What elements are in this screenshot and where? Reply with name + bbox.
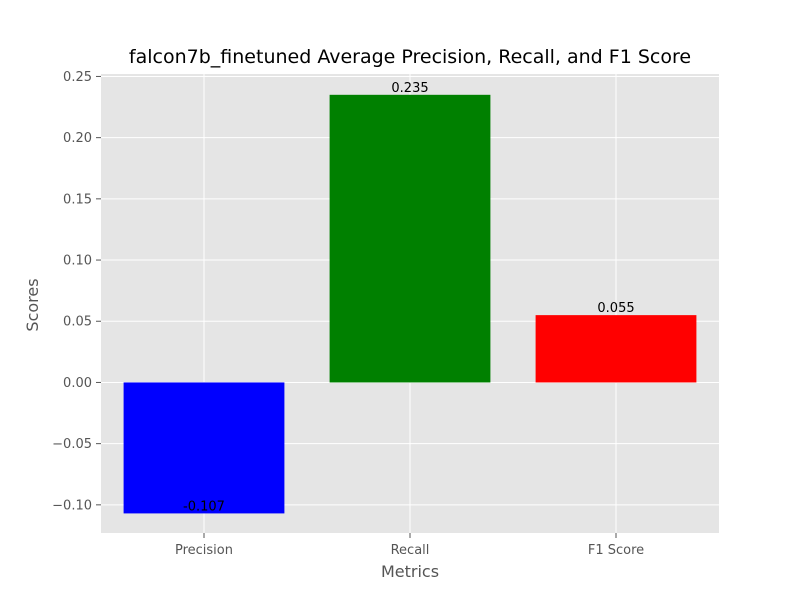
x-axis-title: Metrics <box>381 562 439 581</box>
bar-recall <box>329 94 491 383</box>
bar-precision <box>123 382 285 514</box>
data-labels: -0.107 0.235 0.055 <box>183 81 635 515</box>
y-axis-ticks: −0.10 −0.05 0.00 0.05 0.10 0.15 0.20 0.25 <box>52 70 101 513</box>
y-tick-label: 0.00 <box>63 376 92 391</box>
y-tick-label: 0.05 <box>63 315 92 330</box>
data-label: -0.107 <box>183 499 225 514</box>
y-tick-label: 0.10 <box>63 254 92 269</box>
data-label: 0.055 <box>597 301 634 316</box>
x-axis-ticks: Precision Recall F1 Score <box>175 533 644 558</box>
x-tick-label: F1 Score <box>588 543 644 558</box>
bar-f1-score <box>535 315 697 383</box>
chart-title: falcon7b_finetuned Average Precision, Re… <box>129 46 691 68</box>
y-tick-label: 0.20 <box>63 131 92 146</box>
y-axis-title: Scores <box>23 278 42 331</box>
x-tick-label: Precision <box>175 543 233 558</box>
bars <box>123 94 697 514</box>
y-tick-label: −0.05 <box>52 437 92 452</box>
data-label: 0.235 <box>391 81 428 96</box>
y-tick-label: 0.25 <box>63 70 92 85</box>
x-tick-label: Recall <box>391 543 430 558</box>
y-tick-label: −0.10 <box>52 498 92 513</box>
y-tick-label: 0.15 <box>63 192 92 207</box>
